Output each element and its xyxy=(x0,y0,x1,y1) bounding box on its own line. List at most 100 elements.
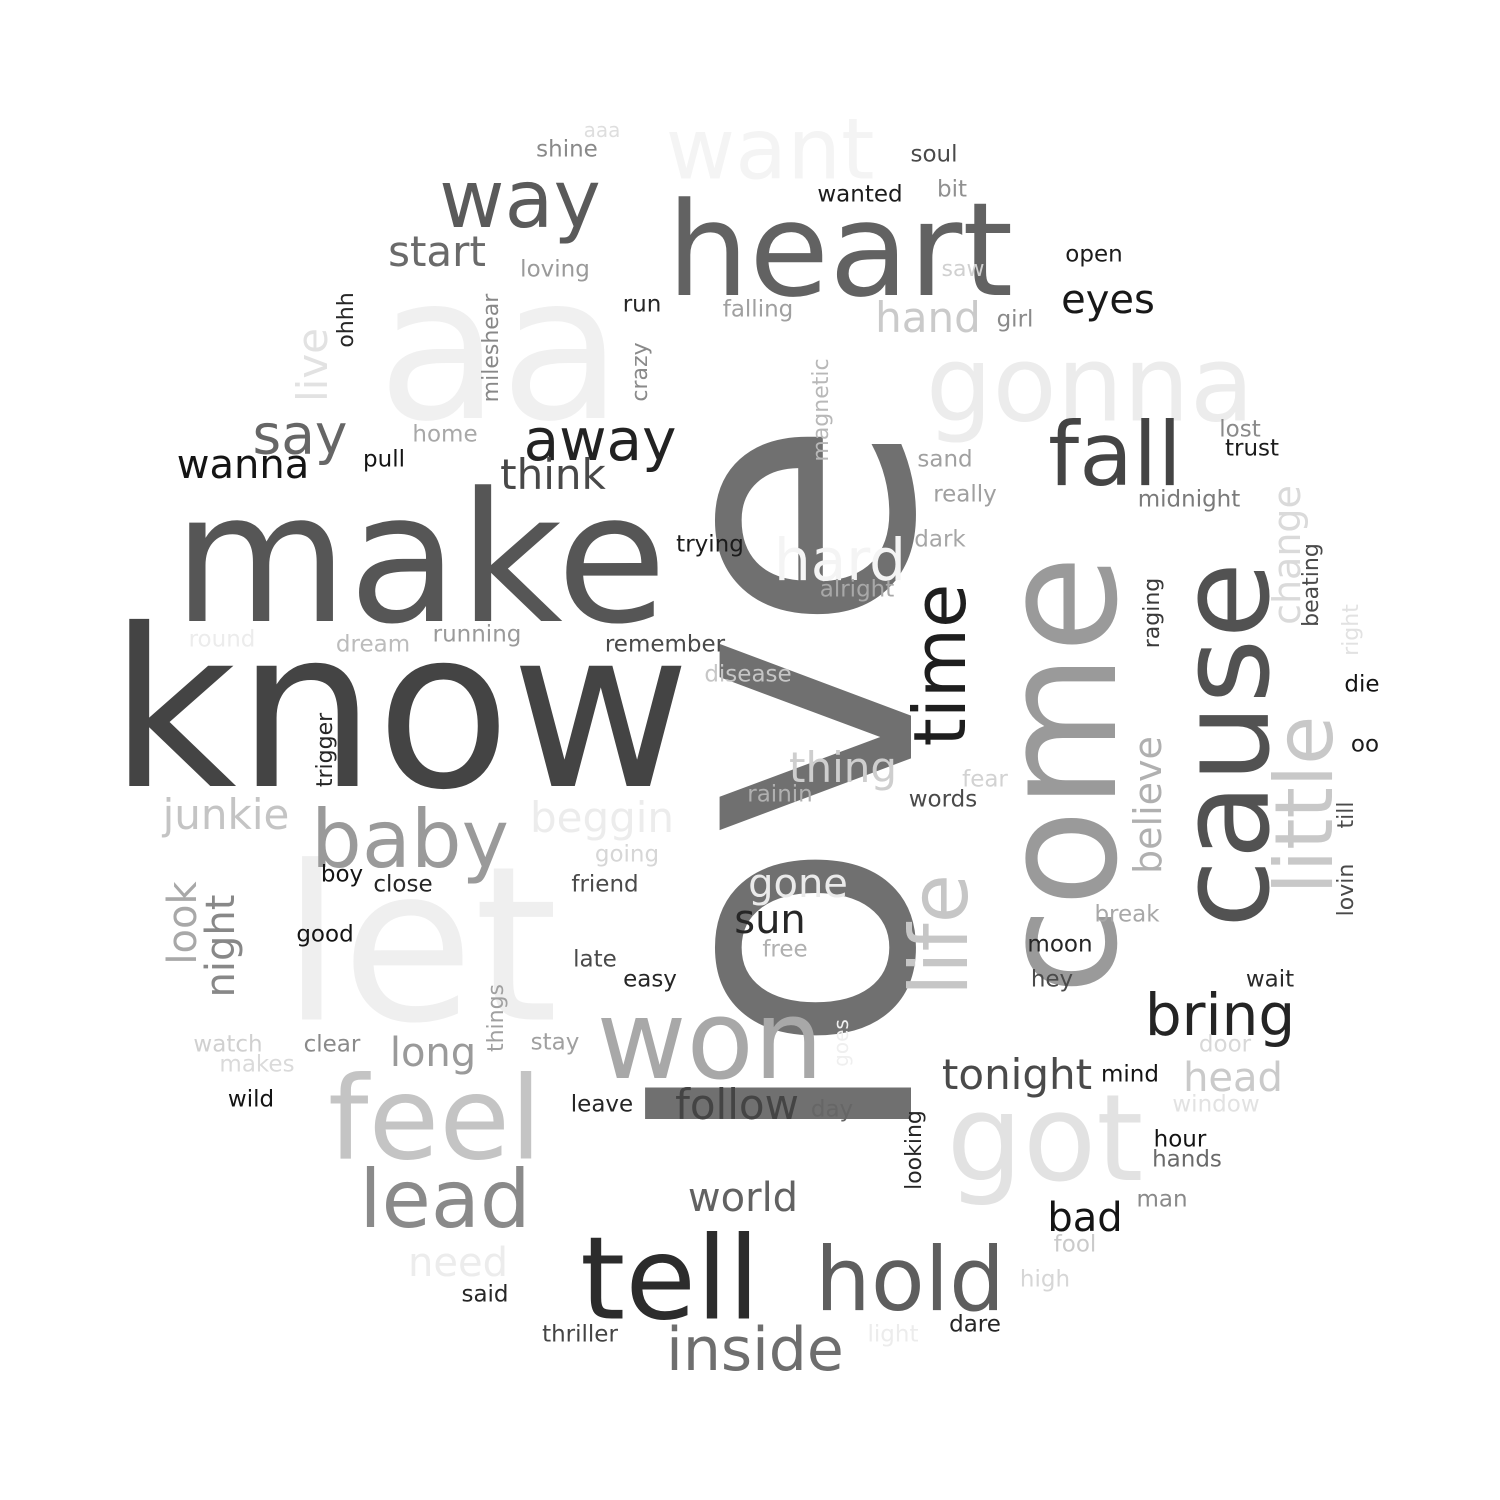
word-raging: raging xyxy=(1140,577,1165,649)
word-remember: remember xyxy=(604,631,726,658)
word-loving: loving xyxy=(520,256,590,283)
word-junkie: junkie xyxy=(162,790,290,839)
word-wanted: wanted xyxy=(817,181,903,208)
word-dream: dream xyxy=(335,631,411,658)
word-fool: fool xyxy=(1053,1231,1097,1258)
word-dark: dark xyxy=(914,526,966,553)
word-know: know xyxy=(109,582,691,838)
word-beggin: beggin xyxy=(529,793,675,842)
word-sand: sand xyxy=(917,446,973,473)
word-open: open xyxy=(1065,241,1123,268)
word-man: man xyxy=(1136,1186,1188,1213)
word-magnetic: magnetic xyxy=(809,358,834,462)
word-think: think xyxy=(500,450,606,499)
word-lost: lost xyxy=(1219,416,1261,443)
word-leave: leave xyxy=(570,1091,634,1118)
word-light: light xyxy=(867,1321,919,1348)
word-round: round xyxy=(188,626,256,653)
word-way: way xyxy=(439,153,601,246)
word-disease: disease xyxy=(704,661,792,688)
word-midnight: midnight xyxy=(1137,486,1241,513)
word-aa: aa xyxy=(377,233,623,466)
word-words: words xyxy=(908,786,978,813)
word-wild: wild xyxy=(227,1086,275,1113)
word-hand: hand xyxy=(875,293,981,342)
word-free: free xyxy=(762,936,808,963)
word-world: world xyxy=(687,1175,799,1221)
word-fall: fall xyxy=(1048,403,1182,506)
word-trigger: trigger xyxy=(313,712,338,788)
word-away: away xyxy=(523,406,677,474)
word-run: run xyxy=(622,291,662,318)
word-little: little xyxy=(1258,715,1351,895)
word-dare: dare xyxy=(949,1311,1001,1338)
word-gone: gone xyxy=(748,861,848,907)
word-heart: heart xyxy=(666,174,1014,326)
word-baby: baby xyxy=(311,793,509,886)
word-door: door xyxy=(1198,1031,1252,1058)
word-boy: boy xyxy=(320,861,364,888)
word-want: want xyxy=(665,100,875,200)
word-hold: hold xyxy=(815,1228,1005,1331)
word-makes: makes xyxy=(219,1051,295,1078)
word-clear: clear xyxy=(303,1031,361,1058)
word-sun: sun xyxy=(734,897,806,943)
word-got: got xyxy=(946,1070,1144,1209)
word-things: things xyxy=(484,983,509,1053)
word-look: look xyxy=(160,881,206,965)
word-close: close xyxy=(373,871,433,898)
word-alright: alright xyxy=(819,576,895,603)
word-bit: bit xyxy=(936,176,968,203)
word-die: die xyxy=(1344,671,1380,698)
word-won: won xyxy=(596,976,824,1104)
word-going: going xyxy=(594,841,660,868)
word-time: time xyxy=(898,583,982,747)
word-hour: hour xyxy=(1153,1126,1207,1153)
word-high: high xyxy=(1019,1266,1071,1293)
word-said: said xyxy=(461,1281,509,1308)
word-gonna: gonna xyxy=(925,323,1255,446)
word-beating: beating xyxy=(1299,543,1324,627)
word-girl: girl xyxy=(996,306,1034,333)
word-easy: easy xyxy=(623,966,677,993)
word-long: long xyxy=(389,1030,477,1076)
word-window: window xyxy=(1172,1091,1260,1118)
word-watch: watch xyxy=(193,1031,263,1058)
word-tell: tell xyxy=(580,1212,760,1347)
word-bring: bring xyxy=(1144,981,1296,1049)
word-day: day xyxy=(810,1096,854,1123)
word-oo: oo xyxy=(1350,731,1380,758)
word-mileshear: mileshear xyxy=(479,293,504,403)
word-follow: follow xyxy=(675,1080,799,1129)
word-falling: falling xyxy=(722,296,794,323)
word-hands: hands xyxy=(1152,1146,1222,1173)
word-friend: friend xyxy=(571,871,639,898)
word-believe: believe xyxy=(1126,736,1170,874)
word-moon: moon xyxy=(1027,931,1093,958)
word-need: need xyxy=(408,1240,508,1286)
word-really: really xyxy=(933,481,997,508)
word-pull: pull xyxy=(363,446,405,473)
word-lead: lead xyxy=(359,1153,531,1246)
word-let: let xyxy=(281,819,559,1071)
word-feel: feel xyxy=(328,1052,542,1187)
word-hard: hard xyxy=(774,526,906,594)
word-looking: looking xyxy=(902,1110,927,1190)
word-night: night xyxy=(198,894,244,998)
word-bad: bad xyxy=(1047,1195,1123,1241)
word-lovin: lovin xyxy=(1334,863,1359,917)
word-start: start xyxy=(388,227,486,276)
word-life: life xyxy=(893,874,986,996)
word-shine: shine xyxy=(536,136,598,163)
word-inside: inside xyxy=(666,1315,844,1385)
word-saw: saw xyxy=(941,257,985,282)
word-thriller: thriller xyxy=(542,1321,618,1348)
word-right: right xyxy=(1339,604,1364,656)
word-aaa: aaa xyxy=(583,118,621,142)
word-stay: stay xyxy=(530,1029,580,1056)
word-trust: trust xyxy=(1224,435,1280,462)
word-rainin: rainin xyxy=(747,781,813,808)
word-till: till xyxy=(1334,801,1359,829)
word-good: good xyxy=(296,921,354,948)
